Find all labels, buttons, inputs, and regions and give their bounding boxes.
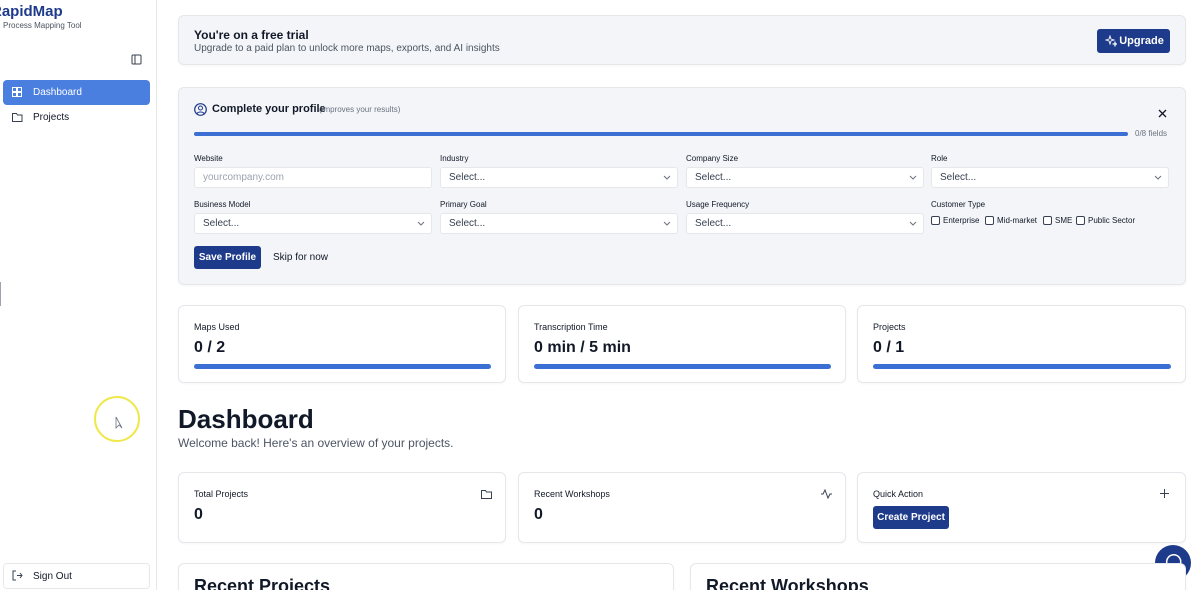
field-label: Usage Frequency xyxy=(686,200,750,209)
select-input[interactable]: Select... xyxy=(194,213,432,234)
plus-icon xyxy=(1160,489,1169,498)
field-label: Industry xyxy=(440,154,469,163)
create-project-button[interactable]: Create Project xyxy=(873,506,949,529)
stat-label: Recent Workshops xyxy=(534,489,610,499)
select-input[interactable]: Select... xyxy=(686,213,924,234)
sign-out[interactable]: Sign Out xyxy=(33,571,72,582)
usage-label: Maps Used xyxy=(194,322,240,332)
trial-text: Upgrade to a paid plan to unlock more ma… xyxy=(194,43,500,54)
profile-card: Complete your profile (improves your res… xyxy=(178,87,1186,285)
stat-value: 0 xyxy=(534,506,543,523)
chevron-icon xyxy=(909,221,917,226)
profile-hint: (improves your results) xyxy=(319,105,401,114)
nav-active[interactable] xyxy=(3,80,150,105)
profile-title: Complete your profile xyxy=(212,103,326,115)
usage-label: Transcription Time xyxy=(534,322,608,332)
text-input[interactable]: yourcompany.com xyxy=(194,167,432,188)
section-card: Recent Workshops xyxy=(690,563,1186,590)
user-icon xyxy=(194,103,207,116)
sidebar: RapidMap Process Mapping Tool Dashboard … xyxy=(0,0,157,590)
usage-value: 0 / 2 xyxy=(194,339,226,356)
stat-card: Total Projects 0 xyxy=(178,472,506,543)
nav-item[interactable]: Projects xyxy=(33,112,70,123)
chevron-icon xyxy=(1154,175,1162,180)
chevron-icon xyxy=(909,175,917,180)
usage-value: 0 min / 5 min xyxy=(534,339,631,356)
usage-value: 0 / 1 xyxy=(873,339,905,356)
cursor-highlight xyxy=(94,396,140,442)
usage-bar xyxy=(534,364,831,369)
usage-label: Projects xyxy=(873,322,906,332)
select-input[interactable]: Select... xyxy=(931,167,1169,188)
chevron-icon xyxy=(663,175,671,180)
profile-progress: 0/8 fields xyxy=(1135,129,1168,138)
checkbox[interactable] xyxy=(1076,216,1085,225)
skip-link[interactable]: Skip for now xyxy=(273,252,329,263)
brand: RapidMap xyxy=(0,3,63,20)
dashboard-icon xyxy=(12,87,22,97)
activity-icon xyxy=(821,489,832,499)
sign-out-icon xyxy=(12,570,23,581)
folder-icon xyxy=(481,490,492,499)
trial-title: You're on a free trial xyxy=(194,28,309,42)
sign-out-box[interactable] xyxy=(3,563,150,589)
section-title: Recent Projects xyxy=(194,576,331,590)
field-label: Business Model xyxy=(194,200,251,209)
tagline: Process Mapping Tool xyxy=(3,21,82,30)
checkbox-label: Enterprise xyxy=(943,216,980,225)
page-subtitle: Welcome back! Here's an overview of your… xyxy=(178,436,454,450)
checkbox[interactable] xyxy=(931,216,940,225)
checkbox-label: Public Sector xyxy=(1088,216,1136,225)
stat-value: 0 xyxy=(194,506,203,523)
field-label: Website xyxy=(194,154,223,163)
usage-card: Transcription Time 0 min / 5 min xyxy=(518,305,846,383)
nav-item[interactable]: Dashboard xyxy=(33,87,82,98)
stat-label: Quick Action xyxy=(873,489,924,499)
checkbox[interactable] xyxy=(985,216,994,225)
select-input[interactable]: Select... xyxy=(686,167,924,188)
edge-marker xyxy=(0,282,1,306)
collapse-icon[interactable] xyxy=(131,54,142,65)
section-title: Recent Workshops xyxy=(706,576,869,590)
field-label: Customer Type xyxy=(931,200,986,209)
chevron-icon xyxy=(417,221,425,226)
usage-bar xyxy=(873,364,1171,369)
select-input[interactable]: Select... xyxy=(440,213,678,234)
profile-progress-bar xyxy=(194,132,1128,136)
usage-card: Maps Used 0 / 2 xyxy=(178,305,506,383)
sparkle-icon xyxy=(1105,35,1117,47)
save-button[interactable]: Save Profile xyxy=(194,246,261,269)
quick-action-card: Quick Action Create Project xyxy=(857,472,1186,543)
checkbox-label: Mid-market xyxy=(997,216,1038,225)
usage-card: Projects 0 / 1 xyxy=(857,305,1186,383)
usage-bar xyxy=(194,364,491,369)
stat-card: Recent Workshops 0 xyxy=(518,472,846,543)
section-card: Recent Projects xyxy=(178,563,674,590)
close-icon[interactable] xyxy=(1158,109,1167,118)
chevron-icon xyxy=(663,221,671,226)
field-label: Company Size xyxy=(686,154,739,163)
page-title: Dashboard xyxy=(178,404,314,434)
projects-icon xyxy=(12,113,23,122)
stat-label: Total Projects xyxy=(194,489,249,499)
checkbox-label: SME xyxy=(1055,216,1073,225)
trial-banner: You're on a free trial Upgrade to a paid… xyxy=(178,15,1186,65)
field-label: Role xyxy=(931,154,948,163)
select-input[interactable]: Select... xyxy=(440,167,678,188)
checkbox[interactable] xyxy=(1043,216,1052,225)
field-label: Primary Goal xyxy=(440,200,487,209)
